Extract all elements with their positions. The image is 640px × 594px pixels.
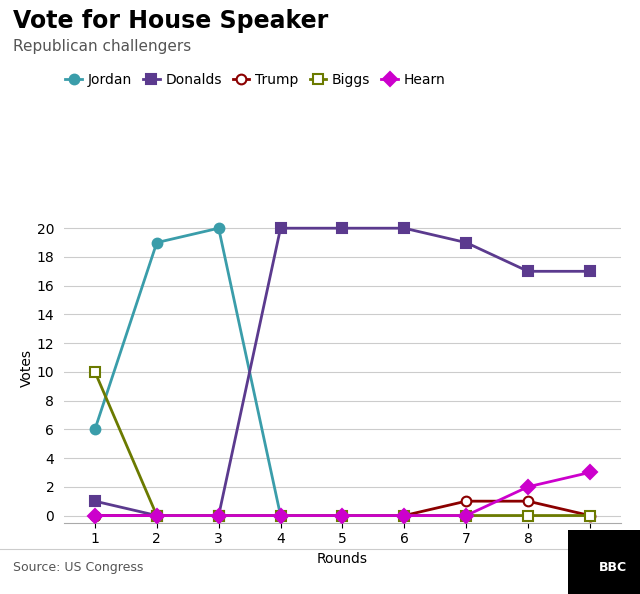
X-axis label: Rounds: Rounds	[317, 552, 368, 566]
Text: Source: US Congress: Source: US Congress	[13, 561, 143, 574]
Text: BBC: BBC	[599, 561, 627, 574]
Text: Republican challengers: Republican challengers	[13, 39, 191, 53]
Y-axis label: Votes: Votes	[20, 349, 34, 387]
Text: Vote for House Speaker: Vote for House Speaker	[13, 9, 328, 33]
Legend: Jordan, Donalds, Trump, Biggs, Hearn: Jordan, Donalds, Trump, Biggs, Hearn	[65, 72, 445, 87]
